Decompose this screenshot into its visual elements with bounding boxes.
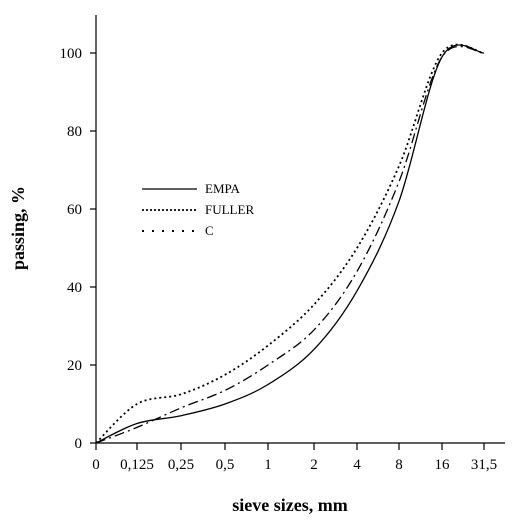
x-tick-label: 0,5 xyxy=(216,457,235,473)
legend-label: C xyxy=(205,223,214,238)
x-tick-label: 31,5 xyxy=(471,457,497,473)
x-tick-label: 4 xyxy=(353,457,361,473)
series-line-fuller xyxy=(95,43,485,444)
series-layer xyxy=(95,43,485,444)
x-tick-label: 16 xyxy=(435,457,451,473)
axes: 0 20 40 60 80 100 0 0,125 0,25 0,5 1 2 4 8 16 31,5 xyxy=(60,15,505,473)
legend-label: EMPA xyxy=(205,181,241,196)
x-axis-title: sieve sizes, mm xyxy=(232,495,347,515)
y-tick-label: 60 xyxy=(67,202,82,218)
y-tick-label: 80 xyxy=(67,124,82,140)
series-line-c xyxy=(95,45,485,444)
y-tick-label: 0 xyxy=(75,436,83,452)
x-tick-label: 1 xyxy=(264,457,272,473)
series-line-empa xyxy=(95,44,485,444)
y-axis-title: passing, % xyxy=(8,186,28,270)
y-tick-label: 100 xyxy=(60,46,83,62)
x-tick-label: 2 xyxy=(310,457,318,473)
x-tick-label: 8 xyxy=(395,457,403,473)
x-tick-label: 0,125 xyxy=(120,457,154,473)
y-tick-label: 20 xyxy=(67,358,82,374)
legend: EMPA FULLER C xyxy=(142,181,254,238)
x-tick-label: 0,25 xyxy=(168,457,194,473)
legend-label: FULLER xyxy=(205,202,254,217)
y-tick-label: 40 xyxy=(67,280,82,296)
x-tick-label: 0 xyxy=(92,457,100,473)
